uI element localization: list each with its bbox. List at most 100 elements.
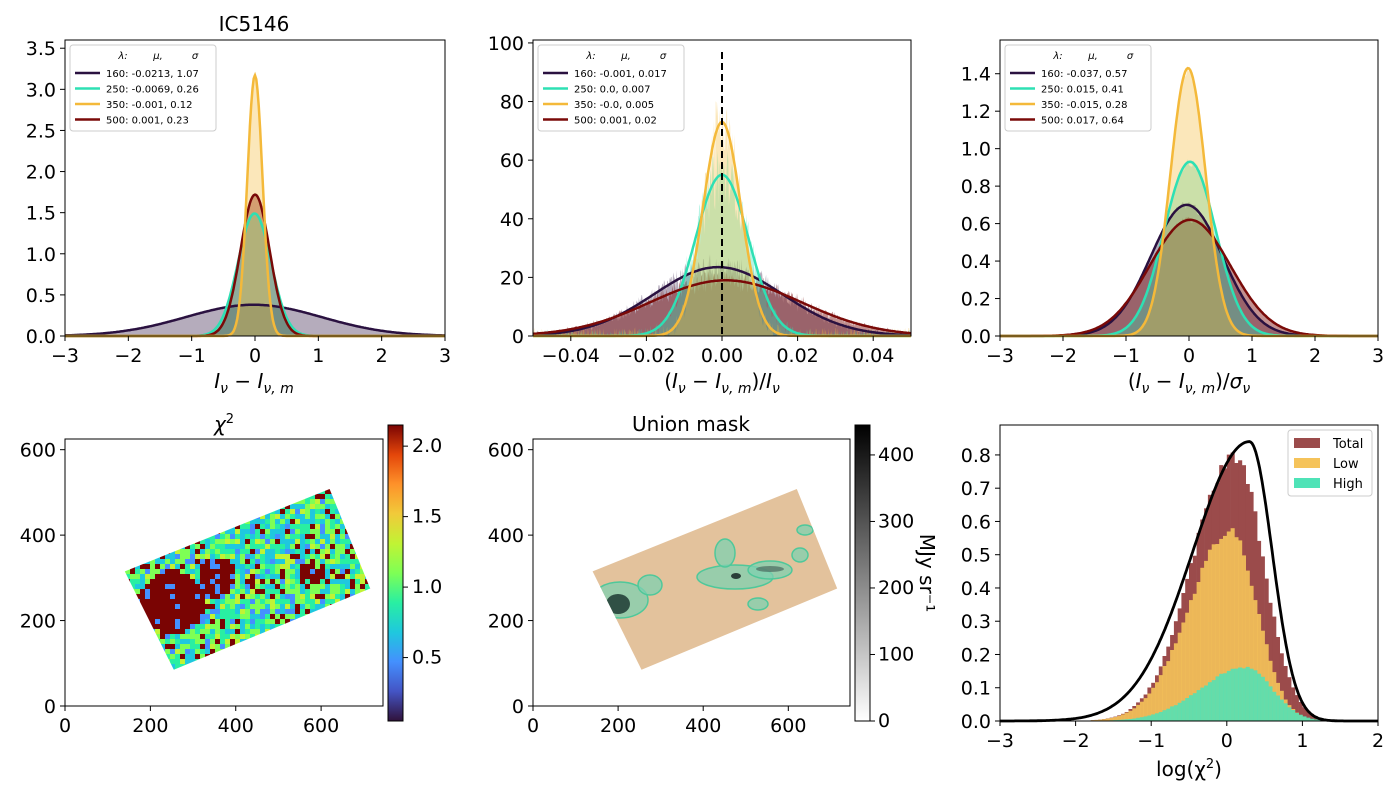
chi2-pixel (270, 584, 275, 589)
chi2-pixel (135, 574, 140, 579)
chi2-pixel (205, 564, 210, 569)
chi2-pixel (170, 594, 175, 599)
chi2-pixel (220, 619, 225, 624)
y-tick-label: 3.0 (26, 79, 56, 101)
chi2-pixel (255, 544, 260, 549)
chi2-pixel (300, 599, 305, 604)
hist-bar-low (1147, 693, 1152, 721)
y-tick-label: 600 (20, 440, 56, 462)
panel4-ticks: 0 200 400 600 0 200 400 600 (20, 440, 340, 737)
chi2-pixel (165, 599, 170, 604)
hist-bar-high (1170, 706, 1175, 721)
panel6-ticks: −3 −2 −1 0 1 2 0.0 0.1 0.2 0.3 0.4 0.5 0.6 0.7 0.8 (961, 445, 1384, 752)
chi2-pixel (260, 609, 265, 614)
chi2-pixel (285, 619, 290, 624)
chi2-pixel (270, 614, 275, 619)
chi2-pixel (310, 574, 315, 579)
chi2-pixel (305, 499, 310, 504)
chi2-pixel (285, 554, 290, 559)
chi2-pixel (160, 609, 165, 614)
chi2-pixel (200, 654, 205, 659)
chi2-pixel (215, 604, 220, 609)
chi2-pixel (230, 629, 235, 634)
panel5-ticks: 0 200 400 600 0 200 400 600 (488, 440, 807, 737)
chi2-pixel (220, 574, 225, 579)
chi2-pixel (290, 504, 295, 509)
chi2-pixel (185, 639, 190, 644)
chi2-pixel (205, 604, 210, 609)
chi2-pixel (215, 644, 220, 649)
chi2-pixel (235, 559, 240, 564)
chi2-pixel (285, 564, 290, 569)
hist-bar-low (1098, 719, 1103, 721)
chi2-pixel (170, 644, 175, 649)
chi2-pixel (320, 584, 325, 589)
chi2-pixel (265, 614, 270, 619)
chi2-pixel (150, 599, 155, 604)
chi2-pixel (245, 524, 250, 529)
chi2-pixel (190, 629, 195, 634)
chi2-pixel (265, 529, 270, 534)
chi2-pixel (315, 599, 320, 604)
chi2-pixel (315, 529, 320, 534)
chi2-pixel (315, 604, 320, 609)
chi2-pixel (300, 514, 305, 519)
chi2-pixel (210, 594, 215, 599)
chi2-pixel (355, 584, 360, 589)
chi2-pixel (310, 519, 315, 524)
chi2-pixel (180, 584, 185, 589)
panel6-plot-area (1000, 440, 1378, 723)
legend-header: λ: (585, 51, 595, 62)
chi2-pixel (330, 594, 335, 599)
chi2-pixel (190, 574, 195, 579)
chi2-pixel (265, 539, 270, 544)
chi2-pixel (355, 574, 360, 579)
chi2-pixel (325, 564, 330, 569)
chi2-pixel (345, 539, 350, 544)
chi2-pixel (160, 644, 165, 649)
chi2-pixel (295, 529, 300, 534)
chi2-pixel (255, 534, 260, 539)
chi2-pixel (235, 609, 240, 614)
chi2-pixel (240, 524, 245, 529)
legend-entry: Low (1333, 457, 1359, 472)
chi2-pixel (235, 624, 240, 629)
x-tick-label: 0 (59, 715, 71, 737)
colorbar-tick-label: 0 (878, 710, 890, 732)
chi2-pixel (200, 594, 205, 599)
chi2-pixel (190, 544, 195, 549)
chi2-pixel (265, 554, 270, 559)
legend-swatch (1294, 438, 1320, 448)
chi2-pixel (355, 579, 360, 584)
chi2-pixel (130, 584, 135, 589)
chi2-pixel (230, 634, 235, 639)
chi2-pixel (315, 524, 320, 529)
chi2-pixel (305, 589, 310, 594)
chi2-pixel (160, 604, 165, 609)
chi2-pixel (165, 579, 170, 584)
panel-relative-residual: −0.04 −0.02 0.00 0.02 0.04 0 20 40 60 80 100 (Iν −… (488, 33, 912, 397)
fit-curve (533, 279, 912, 336)
chi2-pixel (140, 599, 145, 604)
intensity-colorbar (854, 424, 871, 722)
chi2-pixel (320, 604, 325, 609)
chi2-pixel (210, 619, 215, 624)
chi2-pixel (260, 524, 265, 529)
y-tick-label: 0.6 (961, 214, 991, 236)
panel1-xlabel: Iν − Iν, m (214, 369, 293, 397)
hist-bar-low (1132, 708, 1137, 721)
histogram-fill (65, 212, 445, 336)
chi2-pixel (270, 514, 275, 519)
chi2-pixel (175, 654, 180, 659)
chi2-pixel (190, 644, 195, 649)
hist-bar-low (1128, 710, 1133, 721)
chi2-pixel (240, 574, 245, 579)
chi2-pixel (255, 614, 260, 619)
panel4-frame (64, 438, 384, 707)
chi2-pixel (295, 604, 300, 609)
panel5-title: Union mask (632, 412, 750, 436)
chi2-pixel (165, 609, 170, 614)
chi2-pixel (360, 579, 365, 584)
panel6-legend: Total Low High (1287, 429, 1373, 497)
chi2-pixel (310, 589, 315, 594)
